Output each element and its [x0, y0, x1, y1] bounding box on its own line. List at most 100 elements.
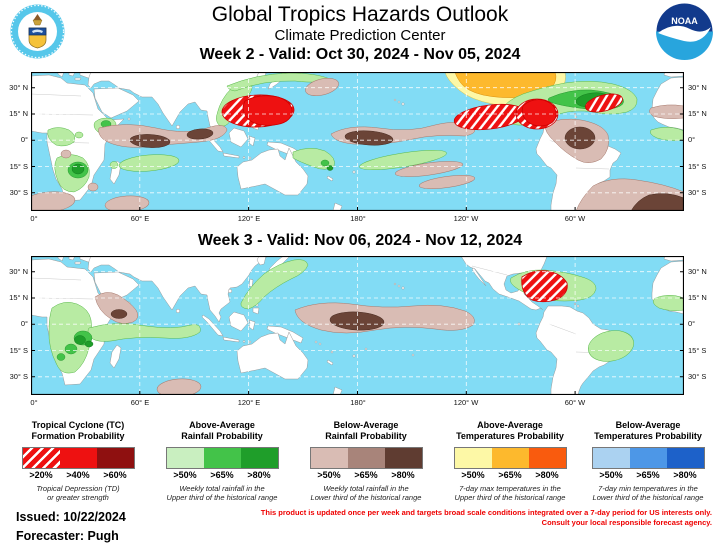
w3-lon-180: 180° [350, 398, 366, 407]
forecaster-name: Forecaster: Pugh [16, 529, 119, 543]
legend-rain-above-swatch-65 [203, 448, 241, 468]
legend-rain-below: Below-Average Rainfall Probability >50% … [296, 420, 436, 502]
w2-lat-0-left: 0° [20, 135, 28, 144]
legend-tc-note-1: Tropical Depression (TD) [36, 484, 120, 493]
w3-lon-0: 0° [30, 398, 38, 407]
legend-rain-below-title-2: Rainfall Probability [325, 430, 407, 441]
w3-lon-120e: 120° E [237, 398, 261, 407]
w2-lon-60e: 60° E [130, 214, 150, 223]
week3-map-frame [31, 256, 684, 395]
w2-lat-30s-left: 30° S [9, 188, 28, 197]
w3-lat-30n-left: 30° N [9, 267, 28, 276]
w3-lat-15n-right: 15° N [688, 293, 707, 302]
legend-temp-above-swatch-65 [491, 448, 529, 468]
page-subtitle: Climate Prediction Center [274, 27, 446, 44]
legend-tc-label-60: >60% [103, 470, 127, 480]
legend-temp-below-swatch-50 [592, 448, 630, 468]
w3-lon-60w: 60° W [564, 398, 586, 407]
w3-lat-30s-right: 30° S [688, 372, 707, 381]
legend-tc-title-1: Tropical Cyclone (TC) [31, 420, 125, 430]
legend-rain-above-swatch-80 [240, 448, 278, 468]
legend-temp-below-label-65: >65% [636, 470, 660, 480]
w3-lon-60e: 60° E [130, 398, 150, 407]
legend-tc-title-2: Formation Probability [31, 430, 125, 441]
w2-lon-0: 0° [30, 214, 38, 223]
week3-title: Week 3 - Valid: Nov 06, 2024 - Nov 12, 2… [197, 232, 523, 249]
w2-lon-180: 180° [350, 214, 366, 223]
w2-lat-30n-right: 30° N [688, 83, 707, 92]
disclaimer-text: This product is updated once per week an… [252, 508, 712, 528]
w3-lat-30s-left: 30° S [9, 372, 28, 381]
legend-temp-above-swatch-80 [528, 448, 566, 468]
legend-temp-above-title-1: Above-Average [477, 420, 543, 430]
legend-temp-below-swatch-65 [629, 448, 667, 468]
legend-rain-below-label-50: >50% [317, 470, 341, 480]
w3-lat-30n-right: 30° N [688, 267, 707, 276]
week2-map [31, 72, 684, 211]
legend-tc: Tropical Cyclone (TC) Formation Probabil… [8, 420, 148, 502]
legend-temp-above-label-65: >65% [498, 470, 522, 480]
legend-temp-above-label-80: >80% [535, 470, 559, 480]
legend-tc-label-20: >20% [29, 470, 53, 480]
w2-lat-15s-left: 15° S [9, 162, 28, 171]
legend-rain-below-swatch-50 [310, 448, 348, 468]
week3-rain-below-regions [94, 292, 475, 395]
legend-rain-above: Above-Average Rainfall Probability >50% … [152, 420, 292, 502]
legend-temp-above-note-1: 7-day max temperatures in the [459, 484, 561, 493]
legend-temp-below-note-1: 7-day min temperatures in the [598, 484, 698, 493]
legend-tc-label-40: >40% [66, 470, 90, 480]
legend-temp-above-colorbar [453, 447, 567, 469]
legend-temp-below: Below-Average Temperatures Probability >… [578, 420, 718, 502]
w3-lat-0-left: 0° [20, 319, 28, 328]
legend-temp-below-swatch-80 [666, 448, 704, 468]
noaa-logo-text: NOAA [671, 16, 698, 26]
w3-lat-15s-right: 15° S [688, 346, 707, 355]
legend-rain-below-title-1: Below-Average [333, 420, 399, 430]
legend-temp-below-note-2: Lower third of the historical range [592, 493, 704, 502]
legend-rain-above-label-80: >80% [247, 470, 271, 480]
issued-date: Issued: 10/22/2024 [16, 510, 126, 524]
legend-tc-note-2: or greater strength [47, 493, 109, 502]
w3-lat-15n-left: 15° N [9, 293, 28, 302]
legend-temp-above-title-2: Temperatures Probability [456, 430, 564, 441]
legend-tc-colorbar [21, 447, 135, 469]
legend-rain-below-swatch-80 [384, 448, 422, 468]
w2-lat-30n-left: 30° N [9, 83, 28, 92]
legend-rain-above-swatch-50 [166, 448, 204, 468]
legend-temp-below-title-1: Below-Average [615, 420, 681, 430]
legend-rain-below-label-65: >65% [354, 470, 378, 480]
disclaimer-line-1: This product is updated once per week an… [260, 508, 712, 517]
legend-rain-above-title-1: Above-Average [189, 420, 255, 430]
legend-temp-above-label-50: >50% [461, 470, 485, 480]
legend-rain-above-colorbar [165, 447, 279, 469]
legend-temp-below-label-80: >80% [673, 470, 697, 480]
w2-lon-120w: 120° W [453, 214, 479, 223]
page-title: Global Tropics Hazards Outlook [211, 3, 509, 26]
legend-rain-below-colorbar [309, 447, 423, 469]
legend-tc-swatch-20 [22, 448, 60, 468]
noaa-logo: NOAA [656, 3, 713, 60]
legend-tc-swatch-40 [59, 448, 97, 468]
w3-lon-120w: 120° W [453, 398, 479, 407]
week2-map-frame [31, 72, 684, 211]
w2-lat-15n-left: 15° N [9, 109, 28, 118]
legend-rain-above-note-2: Upper third of the historical range [166, 493, 278, 502]
w2-lat-0-right: 0° [688, 135, 696, 144]
legend-rain-above-label-50: >50% [173, 470, 197, 480]
legend-tc-swatch-60 [96, 448, 134, 468]
legend-temp-below-label-50: >50% [599, 470, 623, 480]
w2-lat-30s-right: 30° S [688, 188, 707, 197]
disclaimer-line-2: Consult your local responsible forecast … [541, 518, 712, 527]
legend-temp-below-title-2: Temperatures Probability [594, 430, 702, 441]
legend-rain-below-note-2: Lower third of the historical range [310, 493, 422, 502]
week2-title: Week 2 - Valid: Oct 30, 2024 - Nov 05, 2… [199, 46, 521, 63]
commerce-seal-logo [10, 4, 65, 59]
legend-rain-below-swatch-65 [347, 448, 385, 468]
week3-tc-regions [521, 270, 568, 303]
week3-map [31, 256, 684, 395]
legend-temp-above: Above-Average Temperatures Probability >… [440, 420, 580, 502]
legend-temp-above-swatch-50 [454, 448, 492, 468]
w2-lon-60w: 60° W [564, 214, 586, 223]
legend-rain-above-title-2: Rainfall Probability [181, 430, 263, 441]
